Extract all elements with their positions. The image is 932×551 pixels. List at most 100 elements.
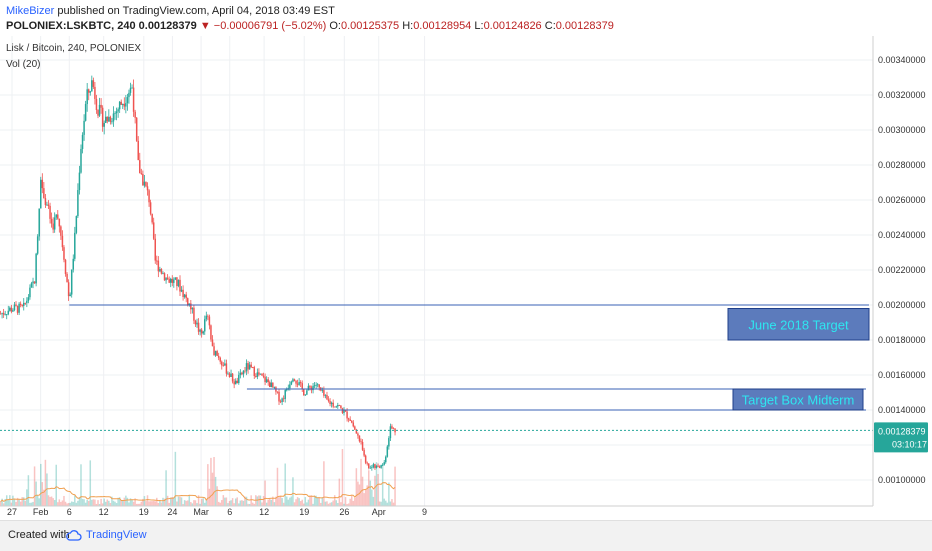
- candle-body: [340, 405, 342, 409]
- candle-body: [182, 289, 184, 298]
- candle: [15, 301, 17, 307]
- candle-body: [279, 401, 282, 403]
- x-tick-label: 6: [67, 507, 72, 517]
- volume-bar: [64, 501, 67, 506]
- candle-body: [316, 384, 319, 386]
- volume-bar: [50, 496, 53, 506]
- y-tick-label: 0.00280000: [878, 160, 926, 170]
- volume-bar: [284, 463, 286, 506]
- candle: [233, 378, 235, 389]
- candle-body: [239, 372, 242, 375]
- candle: [265, 376, 268, 383]
- candle-body: [347, 418, 350, 420]
- candle-body: [217, 355, 220, 358]
- volume-bar: [120, 499, 122, 506]
- candle: [372, 462, 375, 469]
- candle-body: [104, 116, 107, 123]
- volume-bar: [91, 499, 93, 506]
- candle: [128, 89, 130, 104]
- volume-bar: [350, 495, 353, 506]
- candle-body: [388, 438, 390, 447]
- candle-body: [366, 462, 368, 464]
- candle: [162, 271, 164, 275]
- volume-bar: [92, 499, 95, 506]
- candle: [264, 373, 266, 386]
- volume-bar: [210, 457, 212, 506]
- volume-bar: [234, 498, 237, 506]
- candle-body: [371, 467, 373, 469]
- candle: [165, 277, 167, 284]
- candle-body: [108, 116, 110, 122]
- author-link[interactable]: MikeBizer: [6, 5, 55, 17]
- candle: [256, 368, 259, 380]
- candle: [9, 306, 11, 312]
- volume-bar: [129, 498, 132, 506]
- candle: [230, 369, 232, 378]
- volume-bar: [279, 496, 282, 506]
- candle: [202, 330, 204, 335]
- candle-body: [219, 357, 221, 362]
- price-chart[interactable]: June 2018 Target Target Box Midterm Lisk …: [0, 36, 932, 520]
- last-price-tag: 0.00128379 03:10:17: [874, 422, 928, 453]
- candle: [278, 388, 280, 405]
- last-price-tag-bg: [874, 422, 928, 453]
- candle: [306, 388, 308, 396]
- volume-bar: [117, 497, 119, 506]
- annotation-rect: [732, 388, 864, 411]
- candle: [272, 382, 274, 388]
- volume-bar: [219, 502, 221, 506]
- candle: [140, 168, 143, 175]
- volume-bar: [180, 497, 183, 506]
- candle-body: [360, 441, 362, 443]
- candle-body: [176, 277, 178, 287]
- candle-body: [242, 370, 245, 375]
- candle-body: [185, 294, 187, 299]
- candle-body: [154, 238, 156, 261]
- volume-bar: [40, 463, 42, 506]
- candle-body: [307, 385, 310, 391]
- volume-bar: [176, 501, 178, 506]
- candle-body: [100, 104, 102, 108]
- y-tick-label: 0.00240000: [878, 230, 926, 240]
- candle: [313, 382, 316, 389]
- volume-bar: [309, 495, 311, 506]
- candle: [327, 396, 330, 403]
- candle: [33, 281, 36, 284]
- candle: [143, 174, 146, 188]
- chart-area[interactable]: June 2018 Target Target Box Midterm Lisk …: [0, 36, 932, 520]
- candle: [392, 427, 395, 430]
- candle: [268, 380, 271, 388]
- tradingview-link[interactable]: TradingView: [86, 529, 147, 541]
- candle-body: [332, 402, 334, 407]
- candle-body: [298, 382, 300, 385]
- candle-body: [253, 367, 256, 376]
- volume-bar: [272, 496, 274, 506]
- candle-body: [111, 121, 113, 123]
- candle: [349, 416, 351, 421]
- candle: [64, 258, 67, 277]
- candle-body: [43, 188, 45, 199]
- candle: [341, 407, 344, 414]
- y-tick-label: 0.00100000: [878, 475, 926, 485]
- volume-bar: [84, 502, 87, 506]
- candle-body: [335, 406, 338, 408]
- volume-bar: [168, 502, 170, 506]
- candle: [154, 233, 156, 264]
- candle-body: [64, 259, 67, 274]
- volume-bar: [101, 503, 104, 506]
- candle-body: [47, 204, 50, 206]
- published-text: published on TradingView.com, April 04, …: [57, 5, 335, 17]
- y-tick-label: 0.00200000: [878, 300, 926, 310]
- candle-body: [367, 463, 370, 468]
- candle: [157, 256, 160, 278]
- y-tick-label: 0.00180000: [878, 335, 926, 345]
- footer: Created with TradingView: [0, 520, 932, 551]
- volume-bar: [53, 500, 56, 506]
- volume-bar: [264, 480, 266, 506]
- volume-bar: [343, 503, 345, 506]
- candle: [371, 464, 373, 471]
- annotation-box: June 2018 Target: [727, 308, 870, 341]
- volume-bar: [205, 498, 208, 506]
- candle-body: [286, 389, 288, 391]
- volume-bar: [391, 499, 393, 506]
